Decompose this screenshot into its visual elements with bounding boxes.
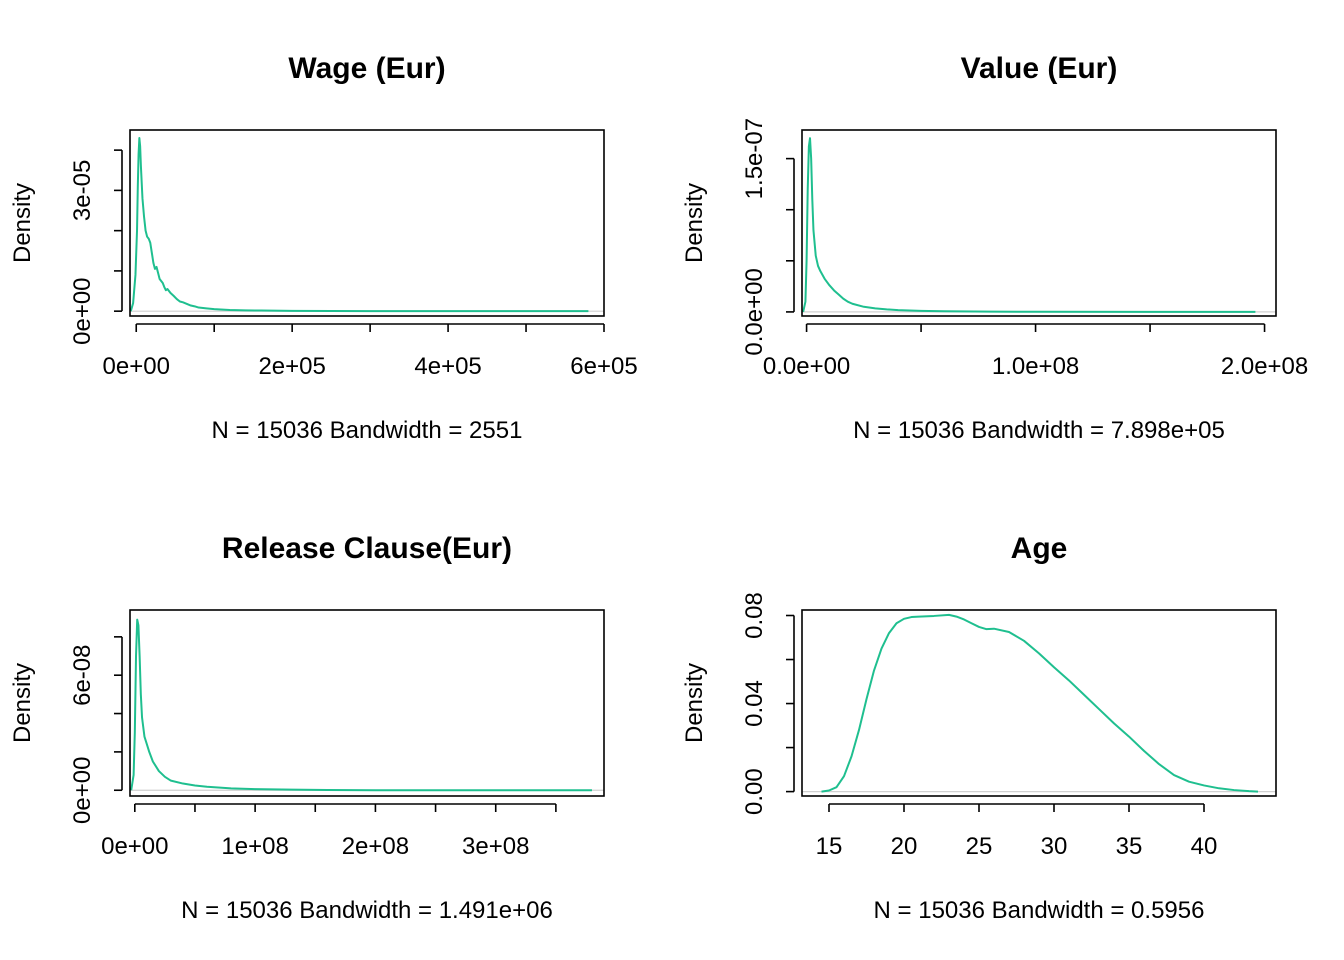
y-tick-label: 0.0e+00: [741, 268, 768, 355]
panel-release-clause: Release Clause(Eur) Density N = 15036 Ba…: [9, 532, 605, 924]
x-tick-label: 4e+05: [414, 353, 481, 380]
x-tick-label: 1.0e+08: [992, 353, 1079, 380]
y-tick-label: 0.00: [741, 768, 768, 815]
x-tick-label: 2e+08: [342, 833, 409, 860]
plot-area: 0e+00 2e+05 4e+05 6e+05 0e+00 3e-05: [69, 129, 638, 380]
y-axis-label: Density: [681, 663, 708, 743]
x-tick-label: 40: [1191, 833, 1218, 860]
density-curve: [130, 618, 592, 792]
x-tick-label: 35: [1116, 833, 1143, 860]
y-axis-label: Density: [9, 183, 36, 263]
y-tick-label: 3e-05: [69, 160, 96, 221]
plot-frame: [129, 609, 605, 797]
panel-title: Age: [1011, 532, 1068, 565]
x-tick-label: 0e+00: [101, 833, 168, 860]
x-tick-label: 2e+05: [258, 353, 325, 380]
panel-age: Age Density N = 15036 Bandwidth = 0.5956…: [681, 532, 1277, 924]
plot-area: 15 20 25 30 35 40 0.00 0.04 0.08: [741, 592, 1277, 860]
density-curve: [821, 613, 1259, 793]
y-tick-label: 0.08: [741, 592, 768, 639]
y-tick-label: 6e-08: [69, 645, 96, 706]
x-axis-subtitle: N = 15036 Bandwidth = 1.491e+06: [181, 897, 553, 924]
x-axis-subtitle: N = 15036 Bandwidth = 0.5956: [874, 897, 1205, 924]
plot-frame: [129, 129, 605, 317]
x-tick-label: 15: [816, 833, 843, 860]
plot-area: 0e+00 1e+08 2e+08 3e+08 0e+00 6e-08: [69, 609, 605, 860]
x-tick-label: 0.0e+00: [763, 353, 850, 380]
x-tick-label: 6e+05: [570, 353, 637, 380]
plot-area: 0.0e+00 1.0e+08 2.0e+08 0.0e+00 1.5e-07: [741, 118, 1308, 380]
plot-frame: [801, 609, 1277, 797]
x-axis-subtitle: N = 15036 Bandwidth = 2551: [212, 417, 523, 444]
panel-title: Release Clause(Eur): [222, 532, 512, 565]
panel-title: Wage (Eur): [288, 52, 445, 85]
density-curve: [129, 137, 589, 313]
density-curve: [802, 137, 1256, 313]
x-tick-label: 30: [1041, 833, 1068, 860]
x-tick-label: 1e+08: [221, 833, 288, 860]
y-tick-label: 0e+00: [69, 277, 96, 344]
x-tick-label: 20: [891, 833, 918, 860]
panel-wage: Wage (Eur) Density N = 15036 Bandwidth =…: [9, 52, 638, 444]
x-tick-label: 3e+08: [462, 833, 529, 860]
x-tick-label: 2.0e+08: [1221, 353, 1308, 380]
panel-value: Value (Eur) Density N = 15036 Bandwidth …: [681, 52, 1308, 444]
y-axis-label: Density: [9, 663, 36, 743]
x-axis-subtitle: N = 15036 Bandwidth = 7.898e+05: [853, 417, 1225, 444]
plot-frame: [801, 129, 1277, 317]
panel-title: Value (Eur): [961, 52, 1118, 85]
x-tick-label: 25: [966, 833, 993, 860]
y-axis-label: Density: [681, 183, 708, 263]
y-tick-label: 1.5e-07: [741, 118, 768, 199]
y-tick-label: 0.04: [741, 680, 768, 727]
y-tick-label: 0e+00: [69, 757, 96, 824]
x-tick-label: 0e+00: [103, 353, 170, 380]
